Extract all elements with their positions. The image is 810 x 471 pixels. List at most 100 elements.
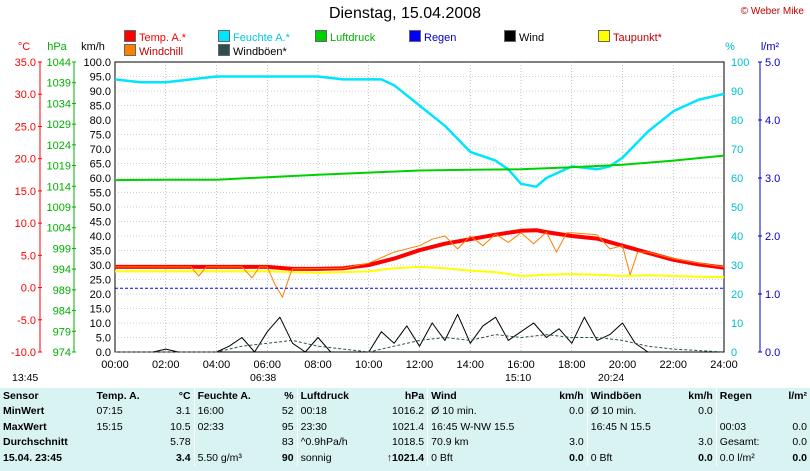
pressure-unit-label: hPa bbox=[47, 41, 67, 53]
pressure-tick-label: 1024 bbox=[47, 140, 71, 152]
time-tick-label: 16:00 bbox=[507, 359, 535, 371]
temp-tick-label: 5.0 bbox=[21, 250, 36, 262]
stats-cell: 90 bbox=[281, 451, 294, 464]
wind-tick-label: 45.0 bbox=[90, 217, 111, 229]
series-line-feuchtea bbox=[114, 75, 725, 188]
wind-tick-label: 20.0 bbox=[90, 289, 111, 301]
humidity-tick-label: 70 bbox=[731, 144, 743, 156]
legend-label: Wind bbox=[519, 32, 545, 44]
stats-header: °C bbox=[178, 389, 191, 402]
humidity-tick-label: 40 bbox=[731, 231, 743, 243]
legend-swatch bbox=[124, 44, 136, 56]
stats-row: MinWert 07:15 3.1 16:00 52 00:18 1016.2 … bbox=[0, 403, 810, 420]
humidity-tick-label: 0 bbox=[731, 347, 737, 359]
stats-cell bbox=[715, 403, 778, 419]
stats-cell: Ø 10 min. bbox=[427, 403, 547, 419]
temp-tick-label: 15.0 bbox=[15, 186, 36, 198]
stats-panel: Sensor Temp. A. °C Feuchte A. % Luftdruc… bbox=[0, 388, 810, 471]
legend-label: Windchill bbox=[139, 46, 184, 58]
sunset-marker: 20:24 bbox=[598, 372, 625, 384]
stats-cell: 0 Bft bbox=[586, 450, 676, 466]
rain-tick-label: 5.0 bbox=[765, 57, 780, 69]
stats-header: km/h bbox=[559, 389, 584, 402]
wind-tick-label: 50.0 bbox=[90, 202, 111, 214]
wind-tick-label: 55.0 bbox=[90, 188, 111, 200]
wind-tick-label: 0.0 bbox=[96, 347, 111, 359]
stats-header: hPa bbox=[404, 389, 425, 402]
sunrise-marker: 06:38 bbox=[250, 372, 277, 384]
wind-tick-label: 100.0 bbox=[83, 57, 111, 69]
time-tick-label: 12:00 bbox=[406, 359, 434, 371]
stats-cell: 0.0 bbox=[569, 451, 584, 464]
wind-tick-label: 10.0 bbox=[90, 318, 111, 330]
stats-cell: Durchschnitt bbox=[3, 436, 68, 449]
time-tick-label: 02:00 bbox=[152, 359, 180, 371]
stats-cell: 00:18 bbox=[296, 403, 370, 419]
time-tick-label: 18:00 bbox=[558, 359, 586, 371]
stats-cell: 3.0 bbox=[569, 436, 584, 449]
stats-cell: 23:30 bbox=[296, 419, 370, 435]
legend-label: Temp. A.* bbox=[139, 32, 187, 44]
legend-swatch bbox=[598, 30, 610, 42]
stats-cell bbox=[193, 434, 274, 450]
pressure-tick-label: 1004 bbox=[47, 223, 71, 235]
stats-row-current: 15.04. 23:45 3.4 5.50 g/m³ 90 sonnig ↑10… bbox=[0, 450, 810, 466]
legend-item: Taupunkt* bbox=[598, 30, 662, 44]
stats-cell: 0.0 l/m² bbox=[715, 450, 778, 466]
rain-unit-label: l/m² bbox=[761, 41, 780, 53]
legend-label: Regen bbox=[424, 32, 457, 44]
legend-item: Luftdruck bbox=[315, 30, 375, 44]
stats-cell bbox=[94, 450, 159, 466]
stats-cell: 52 bbox=[281, 405, 294, 418]
stats-cell: 16:45 N 15.5 bbox=[586, 419, 676, 435]
wind-tick-label: 25.0 bbox=[90, 275, 111, 287]
stats-header: Temp. A. bbox=[96, 389, 140, 402]
stats-cell bbox=[586, 434, 676, 450]
stats-cell bbox=[94, 435, 159, 451]
pressure-tick-label: 1039 bbox=[47, 78, 71, 90]
humidity-tick-label: 30 bbox=[731, 260, 743, 272]
legend-swatch bbox=[218, 30, 230, 42]
wind-tick-label: 5.0 bbox=[96, 333, 111, 345]
humidity-tick-label: 20 bbox=[731, 289, 743, 301]
stats-cell: 0 Bft bbox=[427, 450, 547, 466]
wind-tick-label: 70.0 bbox=[90, 144, 111, 156]
stats-header: Windböen bbox=[586, 388, 676, 404]
legend-item: Regen bbox=[409, 30, 456, 44]
stats-cell: 07:15 bbox=[96, 405, 123, 418]
temp-tick-label: -5.0 bbox=[17, 315, 36, 327]
wind-tick-label: 30.0 bbox=[90, 260, 111, 272]
stats-cell: 3.1 bbox=[175, 405, 191, 418]
stats-cell: 0.0 bbox=[792, 451, 807, 464]
pressure-tick-label: 1014 bbox=[47, 181, 71, 193]
series-line-windben bbox=[115, 334, 725, 353]
time-tick-label: 22:00 bbox=[659, 359, 687, 371]
stats-header: % bbox=[284, 389, 294, 402]
humidity-tick-label: 90 bbox=[731, 86, 743, 98]
stats-cell: 0.0 bbox=[792, 436, 807, 449]
stats-cell: 00:03 bbox=[715, 419, 778, 435]
pressure-tick-label: 974 bbox=[53, 347, 71, 359]
temp-tick-label: 0.0 bbox=[21, 283, 36, 295]
chart-title: Dienstag, 15.04.2008 bbox=[328, 5, 482, 22]
time-tick-label: 10:00 bbox=[355, 359, 383, 371]
stats-cell: 10.5 bbox=[170, 420, 191, 433]
stats-cell: 70.9 km bbox=[427, 434, 547, 450]
time-tick-label: 06:00 bbox=[253, 359, 281, 371]
pressure-tick-label: 1044 bbox=[47, 57, 71, 69]
time-tick-label: 20:00 bbox=[609, 359, 637, 371]
legend-item: Wind bbox=[504, 30, 544, 44]
pressure-tick-label: 979 bbox=[53, 326, 71, 338]
time-tick-label: 08:00 bbox=[304, 359, 332, 371]
humidity-tick-label: 80 bbox=[731, 115, 743, 127]
stats-cell: 15:15 bbox=[96, 420, 123, 433]
humidity-tick-label: 100 bbox=[731, 57, 749, 69]
legend-item: Temp. A.* bbox=[124, 30, 186, 44]
wind-unit-label: km/h bbox=[81, 41, 105, 53]
legend-swatch bbox=[218, 44, 230, 56]
stats-header: l/m² bbox=[788, 389, 807, 402]
rain-tick-label: 2.0 bbox=[765, 231, 780, 243]
pressure-tick-label: 1009 bbox=[47, 202, 71, 214]
stats-cell bbox=[777, 404, 810, 420]
stats-cell: 5.50 g/m³ bbox=[193, 450, 274, 466]
